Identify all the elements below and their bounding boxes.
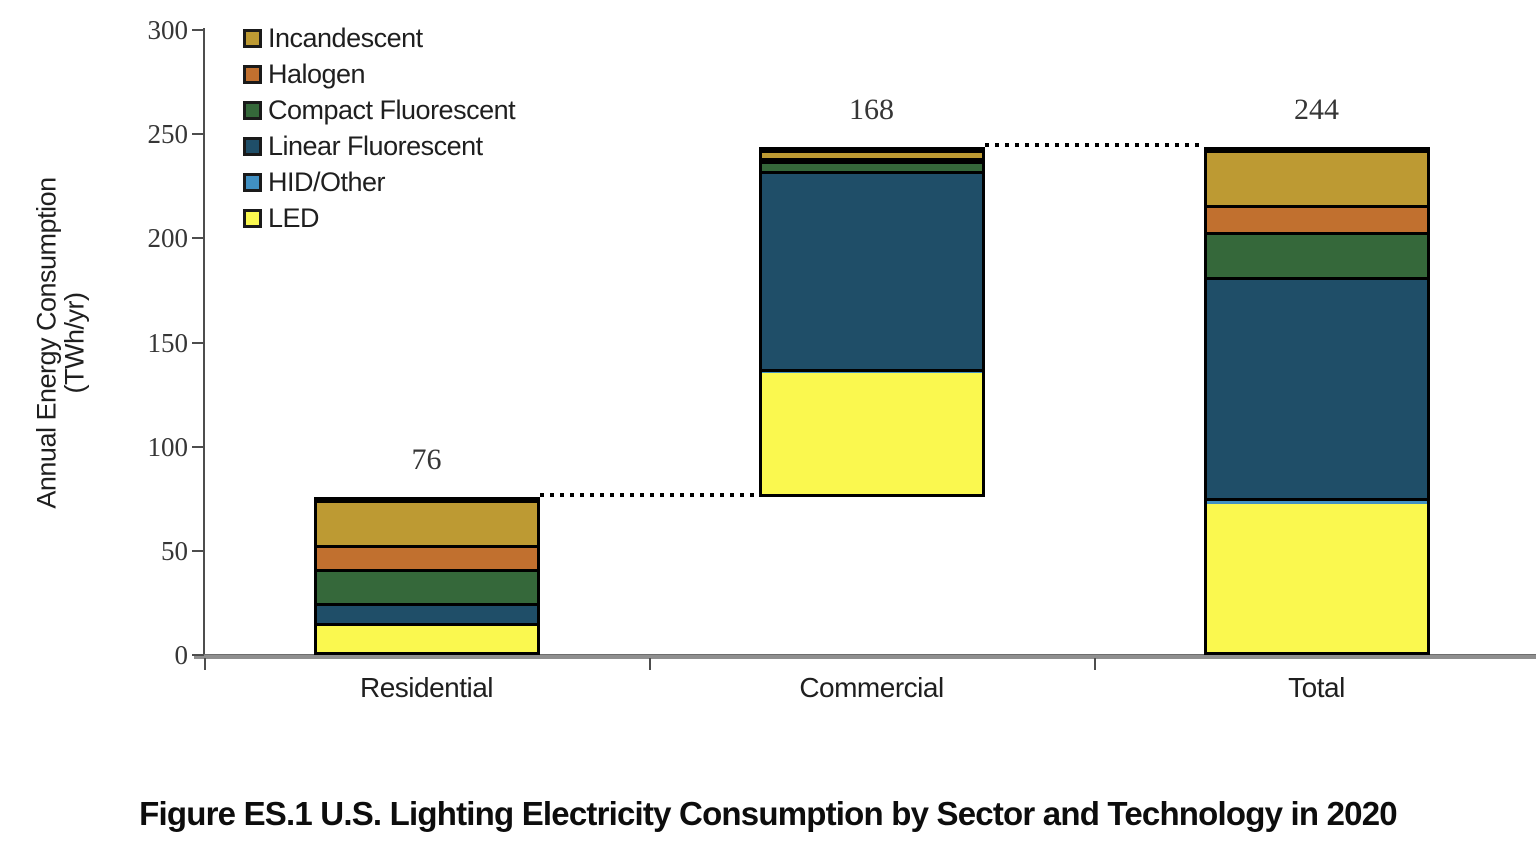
- y-axis-tick-mark: [192, 29, 204, 31]
- bar-segment-compact-fluorescent: [316, 569, 537, 604]
- connector-dotted-line: [984, 142, 1204, 147]
- bar-segment-linear-fluorescent: [1206, 277, 1427, 498]
- bar-commercial: [758, 146, 985, 497]
- x-axis-category-label: Residential: [359, 672, 494, 703]
- x-axis-baseline: [194, 654, 1536, 659]
- legend-label: LED: [268, 203, 320, 233]
- legend-item: Halogen: [243, 56, 515, 92]
- legend-swatch-icon: [243, 64, 262, 84]
- y-axis-tick-mark: [192, 549, 204, 552]
- bar-segment-halogen: [761, 157, 982, 161]
- figure-caption: Figure ES.1 U.S. Lighting Electricity Co…: [139, 795, 1397, 832]
- x-axis-tick-mark: [649, 658, 651, 670]
- bar-value-label: 244: [1294, 92, 1339, 126]
- legend-item: HID/Other: [243, 164, 515, 200]
- legend-item: Compact Fluorescent: [243, 92, 516, 128]
- bar-segment-hid-other: [1206, 497, 1427, 504]
- bar-segment-compact-fluorescent: [761, 160, 982, 172]
- bar-residential: [313, 496, 540, 655]
- y-axis-title-line2: (TWh/yr): [59, 292, 90, 394]
- bar-segment-hid-other: [316, 623, 537, 627]
- bar-segment-incandescent: [316, 499, 537, 546]
- y-axis-tick-label: 200: [147, 223, 189, 254]
- x-axis-category-label: Commercial: [799, 672, 944, 703]
- x-axis-tick-mark: [1094, 658, 1096, 670]
- legend: Incandescent Halogen Compact Fluorescent Li…: [243, 20, 516, 236]
- legend-swatch-icon: [243, 172, 262, 192]
- bar-segment-linear-fluorescent: [316, 603, 537, 624]
- y-axis-tick-mark: [192, 654, 204, 656]
- x-axis-category-label: Total: [1288, 672, 1345, 703]
- legend-item: Incandescent: [243, 20, 515, 56]
- connector-dotted-line: [539, 492, 759, 497]
- legend-swatch-icon: [243, 136, 262, 156]
- bar-segment-halogen: [316, 545, 537, 570]
- bar-total: [1203, 146, 1430, 655]
- bar-segment-led: [316, 626, 537, 652]
- y-axis-tick-mark: [192, 445, 204, 448]
- y-axis-line: [203, 28, 205, 657]
- y-axis-tick-mark: [192, 237, 204, 240]
- x-axis-tick-mark: [204, 658, 206, 670]
- y-axis-title-line1: Annual Energy Consumption: [31, 177, 62, 509]
- y-axis-tick-label: 0: [174, 640, 189, 670]
- legend-label: Linear Fluorescent: [268, 131, 483, 161]
- y-axis-tick-label: 50: [161, 535, 188, 566]
- legend-label: Incandescent: [268, 23, 423, 53]
- bar-segment-incandescent: [761, 149, 982, 158]
- legend-swatch-icon: [243, 208, 262, 228]
- bar-value-label: 168: [849, 92, 894, 126]
- y-axis-tick-label: 250: [147, 119, 189, 150]
- bar-value-label: 76: [411, 442, 442, 476]
- bar-segment-led: [761, 373, 982, 494]
- bar-segment-incandescent: [1206, 149, 1427, 206]
- bar-segment-compact-fluorescent: [1206, 232, 1427, 278]
- legend-label: Halogen: [268, 59, 366, 89]
- legend-label: HID/Other: [268, 167, 386, 197]
- y-axis-tick-label: 300: [147, 15, 189, 45]
- y-axis-tick-mark: [192, 341, 204, 344]
- legend-label: Compact Fluorescent: [268, 95, 516, 125]
- y-axis-tick-label: 100: [147, 431, 189, 462]
- bar-segment-linear-fluorescent: [761, 171, 982, 370]
- bar-segment-led: [1206, 503, 1427, 652]
- y-axis-tick-label: 150: [147, 327, 189, 358]
- legend-swatch-icon: [243, 28, 262, 48]
- legend-item: Linear Fluorescent: [243, 128, 515, 164]
- bar-segment-halogen: [1206, 205, 1427, 233]
- y-axis-tick-mark: [192, 133, 204, 136]
- legend-swatch-icon: [243, 100, 262, 120]
- legend-item: LED: [243, 200, 515, 236]
- y-axis-title: Annual Energy Consumption (TWh/yr): [31, 31, 90, 656]
- bar-segment-hid-other: [761, 369, 982, 374]
